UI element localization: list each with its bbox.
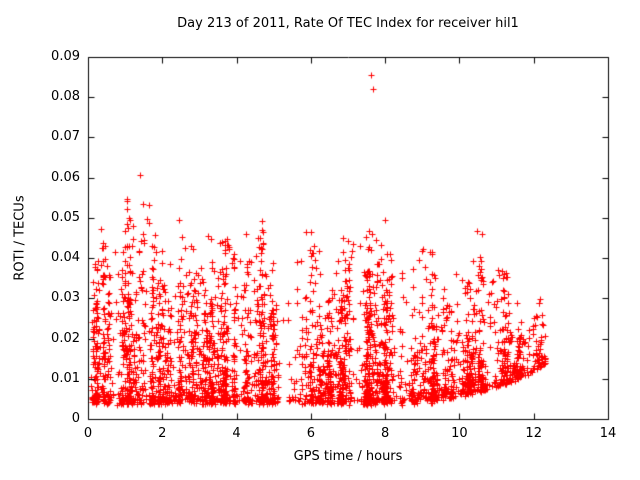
y-tick-label: 0.04 [51, 250, 80, 266]
y-axis-label: ROTI / TECUs [12, 195, 28, 281]
x-axis-label: GPS time / hours [293, 449, 403, 464]
x-tick-label: 2 [158, 426, 167, 441]
x-tick-label: 14 [599, 426, 617, 441]
y-tick-label: 0.08 [51, 89, 80, 105]
y-tick-label: 0.09 [51, 49, 80, 64]
x-tick-label: 12 [525, 426, 542, 441]
y-tick-label: 0.06 [51, 169, 80, 185]
chart-title: Day 213 of 2011, Rate Of TEC Index for r… [177, 16, 519, 31]
y-tick-label: 0.02 [51, 330, 80, 346]
x-tick-label: 10 [451, 426, 468, 441]
y-tick-label: 0 [71, 411, 80, 426]
y-tick-label: 0.03 [51, 290, 80, 306]
y-tick-label: 0.01 [51, 370, 80, 386]
x-tick-label: 4 [232, 426, 241, 441]
y-tick-label: 0.05 [51, 209, 80, 225]
y-tick-label: 0.07 [51, 129, 80, 145]
x-tick-label: 6 [306, 426, 315, 441]
x-tick-label: 0 [83, 426, 93, 441]
x-tick-label: 8 [381, 426, 390, 441]
